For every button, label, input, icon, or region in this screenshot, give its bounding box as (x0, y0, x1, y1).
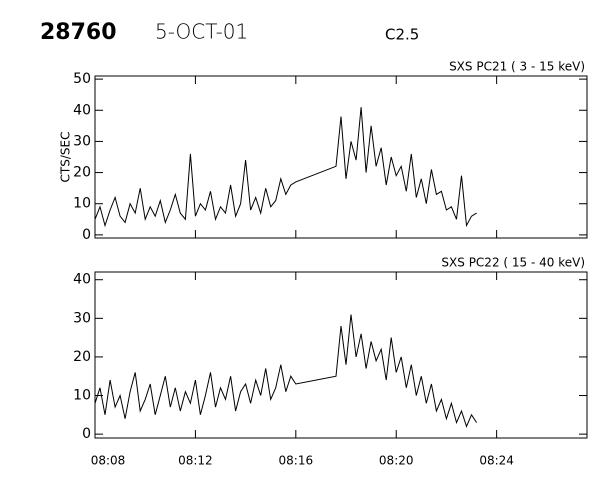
y-tick-label: 40 (73, 272, 91, 288)
x-tick-label: 08:12 (178, 454, 213, 468)
panel-title: SXS PC21 ( 3 - 15 keV) (449, 60, 585, 74)
x-tick-label: 08:24 (479, 454, 514, 468)
y-tick-label: 50 (73, 71, 91, 87)
event-date: 5-OCT-01 (155, 20, 248, 44)
event-id: 28760 (40, 20, 117, 45)
count-rate-line (94, 107, 477, 228)
y-tick-label: 20 (73, 349, 91, 365)
x-tick-label: 08:08 (91, 454, 126, 468)
count-rate-line (94, 314, 478, 428)
y-tick-label: 20 (73, 165, 91, 181)
flare-class: C2.5 (385, 26, 419, 44)
y-tick-label: 0 (82, 227, 91, 243)
y-tick-label: 10 (73, 196, 91, 212)
x-tick-label: 08:20 (379, 454, 414, 468)
panel-title: SXS PC22 ( 15 - 40 keV) (441, 256, 585, 270)
plot-frame (94, 75, 588, 239)
y-tick-label: 0 (82, 426, 91, 442)
plot-frame (94, 271, 588, 439)
y-tick-label: 10 (73, 388, 91, 404)
y-tick-label: 30 (73, 133, 91, 149)
y-tick-label: 40 (73, 102, 91, 118)
y-tick-label: 30 (73, 310, 91, 326)
y-axis-label: CTS/SEC (59, 132, 73, 183)
x-tick-label: 08:16 (279, 454, 314, 468)
